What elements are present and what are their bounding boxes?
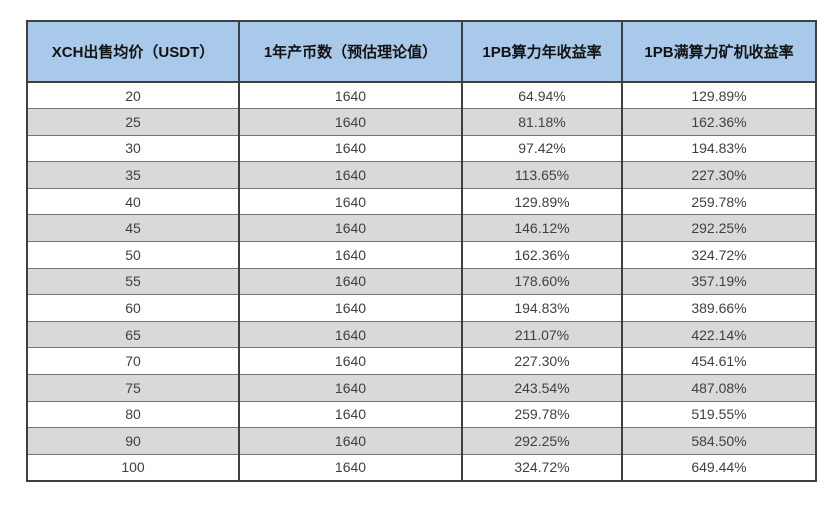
table-cell: 1640 xyxy=(238,134,462,162)
table-cell: 178.60% xyxy=(461,267,622,295)
table-cell: 584.50% xyxy=(621,427,816,455)
table-row: 90 1640 292.25% 584.50% xyxy=(27,427,816,455)
table-cell: 211.07% xyxy=(461,320,622,348)
header-cell-xch-price: XCH出售均价（USDT） xyxy=(27,21,239,83)
table-cell: 1640 xyxy=(238,161,462,189)
table-cell: 389.66% xyxy=(621,294,816,322)
table-cell: 487.08% xyxy=(621,374,816,402)
table-cell: 1640 xyxy=(238,374,462,402)
table-cell: 259.78% xyxy=(461,400,622,428)
table-cell: 81.18% xyxy=(461,108,622,136)
header-cell-miner-yield: 1PB满算力矿机收益率 xyxy=(621,21,816,83)
table-body: 20 1640 64.94% 129.89% 25 1640 81.18% 162.36% 30… xyxy=(27,82,816,481)
table-cell: 1640 xyxy=(238,108,462,136)
table-row: 100 1640 324.72% 649.44% xyxy=(27,453,816,481)
table-cell: 129.89% xyxy=(461,187,622,215)
table-cell: 70 xyxy=(27,347,239,375)
table-cell: 35 xyxy=(27,161,239,189)
table-cell: 55 xyxy=(27,267,239,295)
table-cell: 20 xyxy=(125,87,141,104)
table-cell: 227.30% xyxy=(461,347,622,375)
header-cell-annual-yield: 1PB算力年收益率 xyxy=(461,21,622,83)
table-row: 80 1640 259.78% 519.55% xyxy=(27,400,816,428)
table-cell: 75 xyxy=(27,374,239,402)
table-cell: 1640 xyxy=(238,400,462,428)
header-cell-annual-coins: 1年产币数（预估理论值） xyxy=(238,21,462,83)
table-row: 55 1640 178.60% 357.19% xyxy=(27,267,816,295)
table-row: 40 1640 129.89% 259.78% xyxy=(27,187,816,215)
table-cell: 1640 xyxy=(238,294,462,322)
table-header: XCH出售均价（USDT） 1年产币数（预估理论值） 1PB算力年收益率 1PB… xyxy=(27,21,816,83)
header-row: XCH出售均价（USDT） 1年产币数（预估理论值） 1PB算力年收益率 1PB… xyxy=(27,21,816,83)
table-cell: 1640 xyxy=(238,241,462,269)
table-cell: 65 xyxy=(27,320,239,348)
table-row: 75 1640 243.54% 487.08% xyxy=(27,374,816,402)
table-cell: 324.72% xyxy=(621,241,816,269)
table-row: 60 1640 194.83% 389.66% xyxy=(27,294,816,322)
table-cell: 97.42% xyxy=(461,134,622,162)
table-cell: 40 xyxy=(27,187,239,215)
table-cell: 146.12% xyxy=(461,214,622,242)
table-cell: 422.14% xyxy=(621,320,816,348)
table-cell: 519.55% xyxy=(621,400,816,428)
table-cell: 1640 xyxy=(238,347,462,375)
table-cell: 64.94% xyxy=(461,82,622,109)
table-cell: 30 xyxy=(27,134,239,162)
table-cell: 1640 xyxy=(238,82,462,109)
table-cell: 194.83% xyxy=(621,134,816,162)
table-cell: 357.19% xyxy=(621,267,816,295)
table-row: 70 1640 227.30% 454.61% xyxy=(27,347,816,375)
table-row: 30 1640 97.42% 194.83% xyxy=(27,134,816,162)
table-row: 45 1640 146.12% 292.25% xyxy=(27,214,816,242)
xch-mining-returns-table: XCH出售均价（USDT） 1年产币数（预估理论值） 1PB算力年收益率 1PB… xyxy=(26,20,817,482)
table-cell: 324.72% xyxy=(461,453,622,481)
table-row: 50 1640 162.36% 324.72% xyxy=(27,241,816,269)
table-cell: 90 xyxy=(27,427,239,455)
table-cell: 227.30% xyxy=(621,161,816,189)
table-cell: 80 xyxy=(27,400,239,428)
table-cell: 292.25% xyxy=(461,427,622,455)
table-cell: 1640 xyxy=(238,320,462,348)
table-row: 20 1640 64.94% 129.89% xyxy=(27,82,816,109)
table-cell: 1640 xyxy=(238,453,462,481)
table-row: 65 1640 211.07% 422.14% xyxy=(27,320,816,348)
table-cell: 1640 xyxy=(238,214,462,242)
table-cell: 292.25% xyxy=(621,214,816,242)
table-cell: 649.44% xyxy=(621,453,816,481)
table-cell: 113.65% xyxy=(461,161,622,189)
table-cell: 1640 xyxy=(238,187,462,215)
table-cell: 60 xyxy=(27,294,239,322)
table-cell: 100 xyxy=(27,453,239,481)
table-cell: 45 xyxy=(27,214,239,242)
table-cell: 243.54% xyxy=(461,374,622,402)
table-row: 25 1640 81.18% 162.36% xyxy=(27,108,816,136)
table-cell: 162.36% xyxy=(621,108,816,136)
table-cell: 1640 xyxy=(238,267,462,295)
table-cell: 50 xyxy=(27,241,239,269)
table-row: 35 1640 113.65% 227.30% xyxy=(27,161,816,189)
table-cell: 1640 xyxy=(238,427,462,455)
table-cell: 162.36% xyxy=(461,241,622,269)
table-cell: 259.78% xyxy=(621,187,816,215)
table-cell: 194.83% xyxy=(461,294,622,322)
table-cell: 454.61% xyxy=(621,347,816,375)
table-cell: 25 xyxy=(27,108,239,136)
table-cell: 129.89% xyxy=(621,82,816,109)
